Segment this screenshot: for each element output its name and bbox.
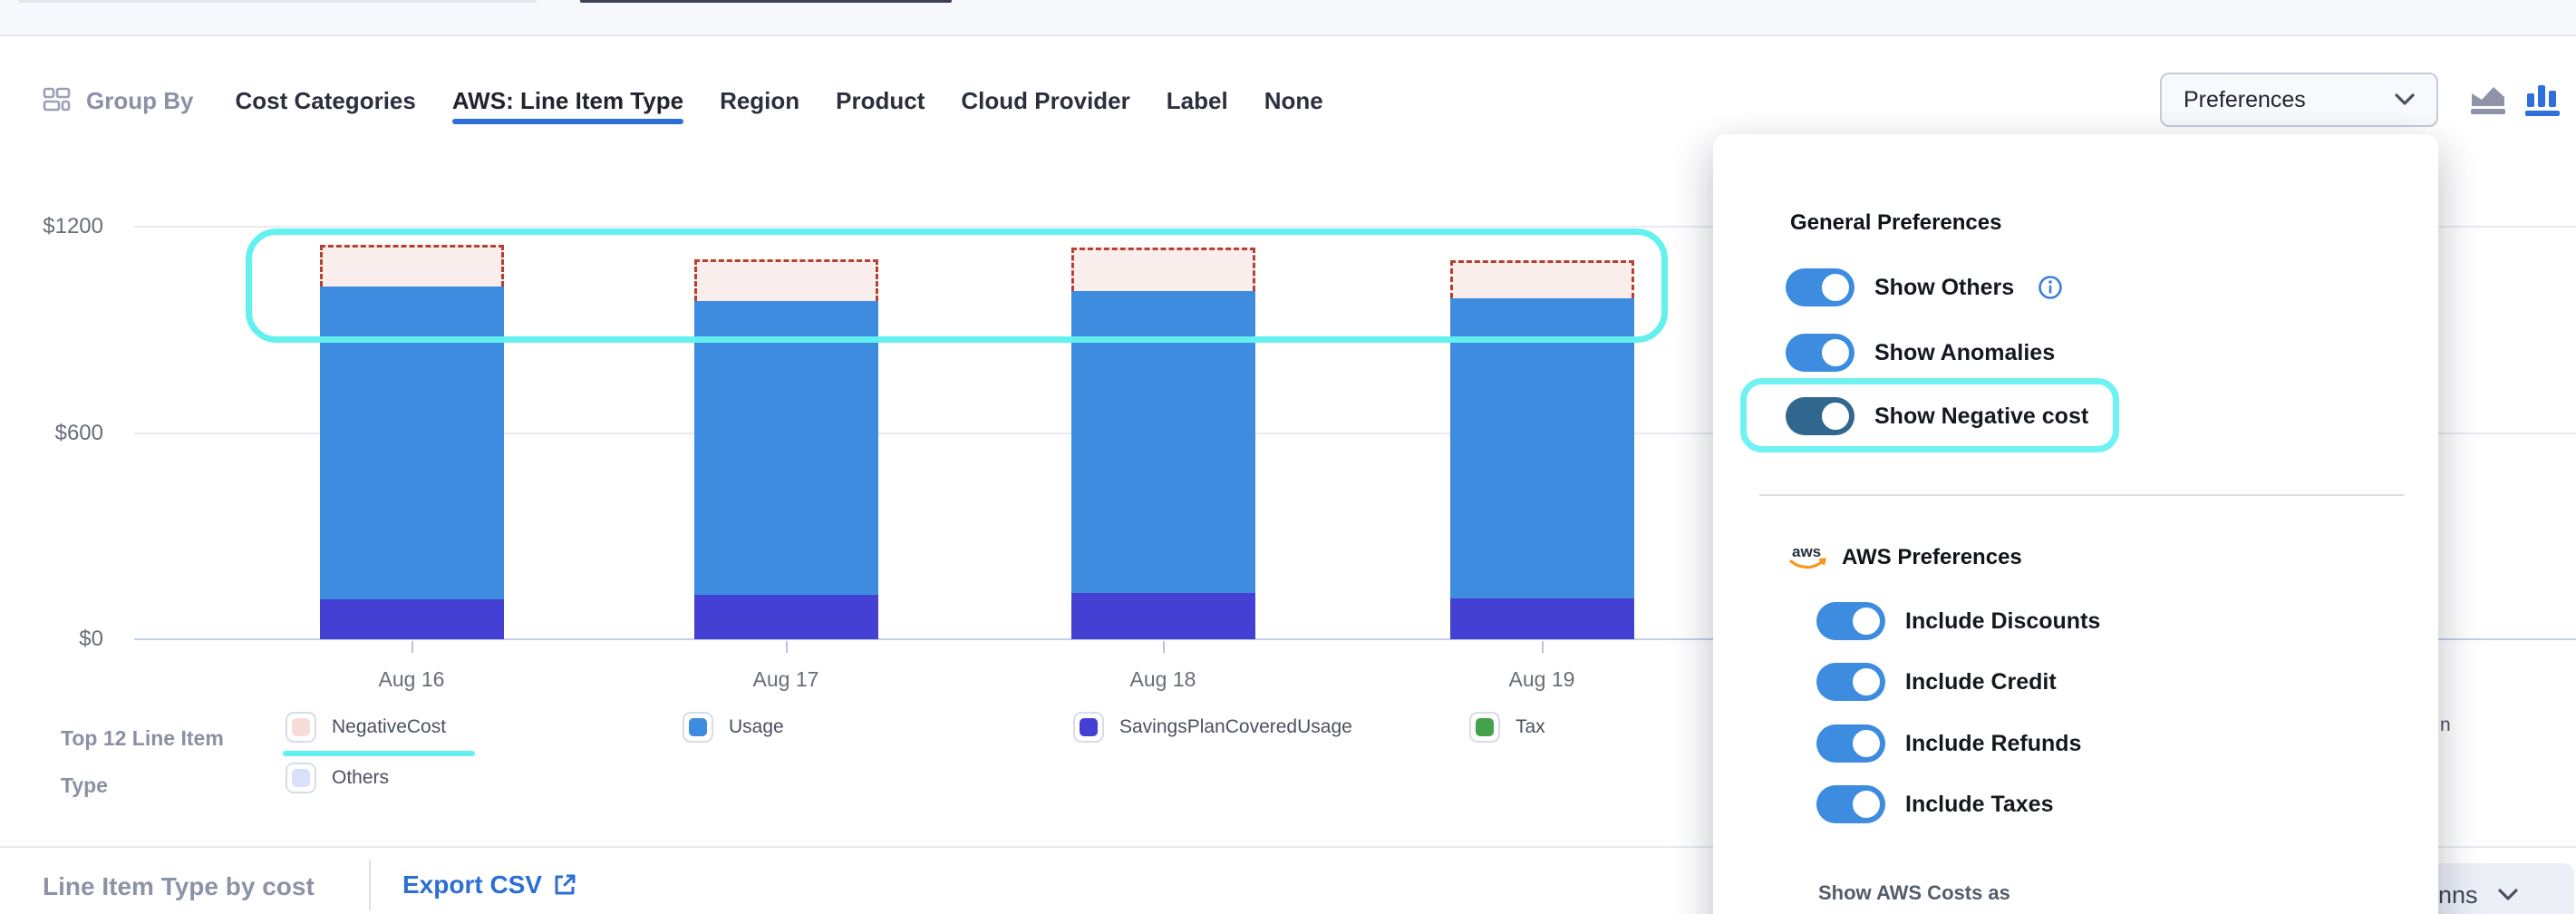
general-preferences-heading: General Preferences (1790, 210, 2002, 235)
legend-swatch (286, 763, 316, 793)
include-refunds-toggle[interactable] (1816, 724, 1885, 763)
group-by-tabs: Cost Categories AWS: Line Item Type Regi… (235, 77, 1323, 124)
x-axis-label: Aug 19 (1508, 667, 1575, 691)
show-anomalies-row: Show Anomalies (1786, 333, 2055, 373)
include-credit-toggle[interactable] (1816, 663, 1885, 701)
tab-none[interactable]: None (1264, 86, 1323, 114)
clipped-legend-text: n (2440, 715, 2451, 735)
include-credit-row: Include Credit (1816, 662, 2057, 702)
preferences-button-label: Preferences (2184, 86, 2306, 112)
aws-preferences-heading: AWS Preferences (1842, 545, 2022, 569)
legend-title: Top 12 Line Item Type (61, 726, 224, 797)
x-tick (412, 641, 413, 653)
legend-swatch (286, 712, 316, 743)
negativecost-segment (1070, 247, 1255, 291)
x-axis-label: Aug 17 (752, 667, 819, 691)
toggle-knob (1819, 336, 1852, 369)
table-section-title: Line Item Type by cost (43, 872, 315, 900)
area-chart-icon (2471, 87, 2505, 114)
savingsplancoveredusage-segment (319, 599, 504, 639)
toggle-knob (1850, 605, 1883, 637)
include-discounts-row: Include Discounts (1816, 601, 2100, 641)
negative-cost-legend-highlight (283, 751, 475, 756)
section-divider (0, 846, 2576, 848)
chevron-down-icon (2497, 889, 2518, 900)
svg-text:aws: aws (1792, 543, 1821, 560)
legend-item-usage[interactable]: Usage (683, 712, 784, 743)
browser-edge-decoration (18, 0, 537, 3)
vertical-divider (369, 860, 371, 910)
aws-preferences-heading-row: aws AWS Preferences (1787, 540, 2022, 575)
include-discounts-toggle[interactable] (1816, 602, 1885, 640)
show-negative-cost-toggle[interactable] (1786, 397, 1855, 435)
show-anomalies-toggle[interactable] (1786, 334, 1855, 372)
active-tab-underline (451, 119, 684, 124)
include-taxes-row: Include Taxes (1816, 784, 2054, 824)
negativecost-segment (693, 259, 878, 301)
negativecost-segment (1449, 259, 1634, 298)
aws-logo-icon: aws (1789, 543, 1826, 569)
negativecost-segment (319, 245, 504, 287)
bar-chart-view-button[interactable] (2522, 80, 2565, 120)
toggle-knob (1850, 727, 1883, 760)
show-others-toggle[interactable] (1786, 268, 1855, 306)
toggle-knob (1850, 788, 1883, 821)
show-negative-cost-row: Show Negative cost (1786, 396, 2088, 436)
y-tick-1200: $1200 (43, 214, 103, 238)
panel-divider (1759, 494, 2404, 496)
legend-swatch (1073, 712, 1104, 743)
tab-label[interactable]: Label (1166, 86, 1228, 114)
toggle-knob (1850, 666, 1883, 698)
preferences-panel (1713, 134, 2438, 914)
preferences-dropdown-button[interactable]: Preferences (2160, 73, 2438, 127)
tab-cloud-provider[interactable]: Cloud Provider (961, 86, 1130, 114)
tab-cost-categories[interactable]: Cost Categories (235, 86, 416, 114)
gridline-600 (134, 433, 2576, 434)
grid-icon (43, 87, 71, 112)
legend-swatch (1469, 712, 1500, 743)
legend-item-negativecost[interactable]: NegativeCost (286, 712, 446, 743)
x-axis-label: Aug 18 (1129, 667, 1196, 691)
usage-segment (693, 300, 878, 596)
area-chart-view-button[interactable] (2467, 80, 2511, 120)
savingsplancoveredusage-segment (1070, 592, 1255, 639)
include-taxes-toggle[interactable] (1816, 785, 1885, 823)
info-icon[interactable] (2038, 275, 2063, 300)
gridline-1200 (134, 226, 2576, 228)
group-by-label: Group By (86, 86, 194, 114)
chevron-down-icon (2395, 93, 2415, 105)
toggle-knob (1819, 271, 1852, 304)
toggle-knob (1819, 400, 1852, 433)
x-tick (1163, 641, 1165, 653)
group-by-label-block: Group By (43, 86, 193, 115)
x-tick (786, 641, 788, 653)
y-tick-600: $600 (54, 421, 103, 445)
show-aws-costs-as-label: Show AWS Costs as (1818, 881, 2010, 904)
external-link-icon (555, 874, 576, 895)
y-tick-0: $0 (79, 627, 103, 651)
negative-cost-chart-highlight (246, 228, 1668, 343)
x-axis-label: Aug 16 (378, 667, 445, 691)
x-axis-line (134, 638, 2576, 640)
legend-item-savingsplancoveredusage[interactable]: SavingsPlanCoveredUsage (1073, 712, 1352, 743)
tab-aws-line-item-type[interactable]: AWS: Line Item Type (451, 77, 684, 124)
legend-swatch (683, 712, 713, 743)
savingsplancoveredusage-segment (1449, 598, 1634, 639)
legend-item-others[interactable]: Others (286, 763, 389, 793)
x-tick (1542, 641, 1544, 653)
group-by-bar: Group By Cost Categories AWS: Line Item … (43, 77, 1323, 124)
usage-segment (1449, 297, 1634, 598)
bar-chart-icon (2525, 85, 2560, 116)
include-refunds-row: Include Refunds (1816, 724, 2081, 763)
legend-item-tax[interactable]: Tax (1469, 712, 1545, 743)
browser-edge-decoration-dark (580, 0, 952, 3)
export-csv-link[interactable]: Export CSV (402, 870, 576, 899)
show-others-row: Show Others (1786, 267, 2063, 307)
savingsplancoveredusage-segment (693, 595, 878, 639)
tab-region[interactable]: Region (720, 86, 800, 114)
tab-product[interactable]: Product (836, 86, 925, 114)
